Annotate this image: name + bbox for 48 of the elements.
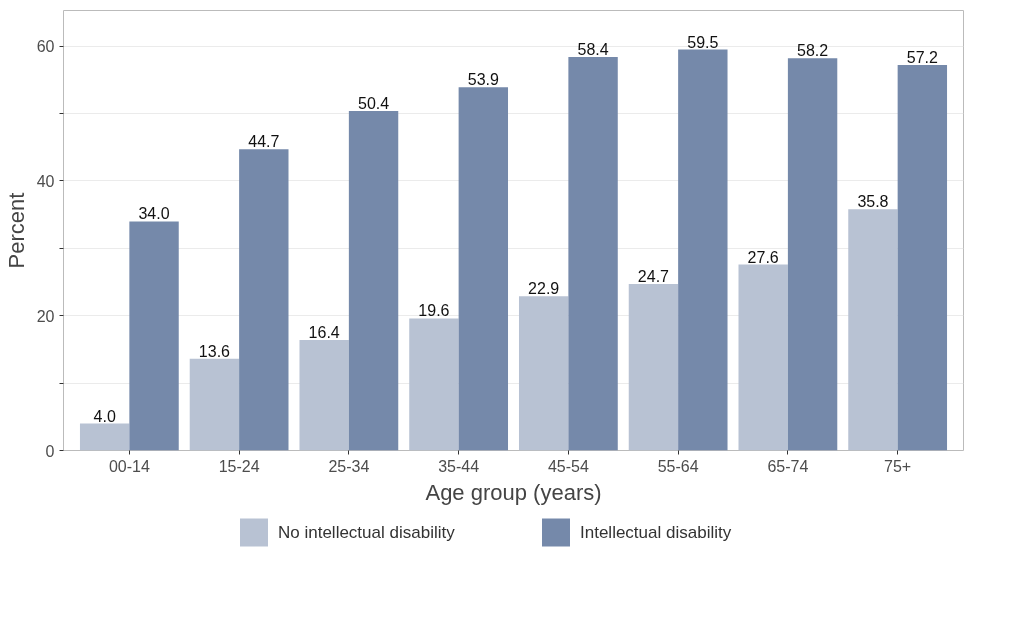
data-label: 27.6 bbox=[747, 248, 779, 266]
x-tick-label: 55-64 bbox=[657, 457, 699, 475]
y-tick-label: 0 bbox=[45, 442, 55, 460]
data-label: 50.4 bbox=[357, 94, 390, 112]
data-label: 58.4 bbox=[577, 40, 609, 58]
legend-label: Intellectual disability bbox=[580, 523, 732, 542]
data-label: 19.6 bbox=[418, 302, 450, 320]
bar bbox=[129, 221, 179, 451]
data-label: 58.2 bbox=[797, 42, 829, 60]
bar bbox=[897, 65, 948, 451]
legend-label: No intellectual disability bbox=[278, 523, 456, 542]
y-axis-title: Percent bbox=[3, 192, 29, 269]
data-label: 57.2 bbox=[906, 49, 939, 67]
data-label: 22.9 bbox=[528, 280, 560, 298]
x-tick-label: 35-44 bbox=[438, 457, 480, 475]
data-label: 53.9 bbox=[467, 71, 499, 89]
x-tick-label: 75+ bbox=[884, 457, 912, 475]
bar bbox=[568, 56, 618, 451]
bar bbox=[787, 58, 838, 451]
y-tick-label: 20 bbox=[36, 307, 55, 325]
data-label: 13.6 bbox=[198, 342, 231, 360]
x-axis-title: Age group (years) bbox=[425, 479, 602, 505]
bar bbox=[678, 49, 728, 451]
data-label: 59.5 bbox=[687, 33, 719, 51]
bar bbox=[189, 358, 240, 451]
bar bbox=[458, 87, 509, 451]
data-label: 4.0 bbox=[93, 407, 116, 425]
x-tick-label: 15-24 bbox=[218, 457, 260, 475]
bar bbox=[239, 149, 289, 451]
bar bbox=[299, 339, 349, 451]
bar bbox=[848, 209, 898, 451]
data-label: 35.8 bbox=[857, 193, 889, 211]
bar bbox=[79, 423, 130, 451]
bar bbox=[348, 110, 399, 451]
x-tick-label: 00-14 bbox=[108, 457, 150, 475]
y-tick-label: 40 bbox=[36, 172, 55, 190]
data-label: 34.0 bbox=[138, 205, 170, 223]
x-tick-label: 45-54 bbox=[547, 457, 589, 475]
data-label: 16.4 bbox=[308, 323, 340, 341]
x-tick-label: 65-74 bbox=[767, 457, 809, 475]
data-label: 44.7 bbox=[248, 133, 280, 151]
y-tick-label: 60 bbox=[36, 38, 55, 56]
bar bbox=[518, 296, 569, 451]
data-label: 24.7 bbox=[637, 268, 670, 286]
bar bbox=[409, 318, 459, 451]
x-tick-label: 25-34 bbox=[328, 457, 370, 475]
bar bbox=[738, 264, 788, 451]
bar bbox=[628, 284, 679, 451]
